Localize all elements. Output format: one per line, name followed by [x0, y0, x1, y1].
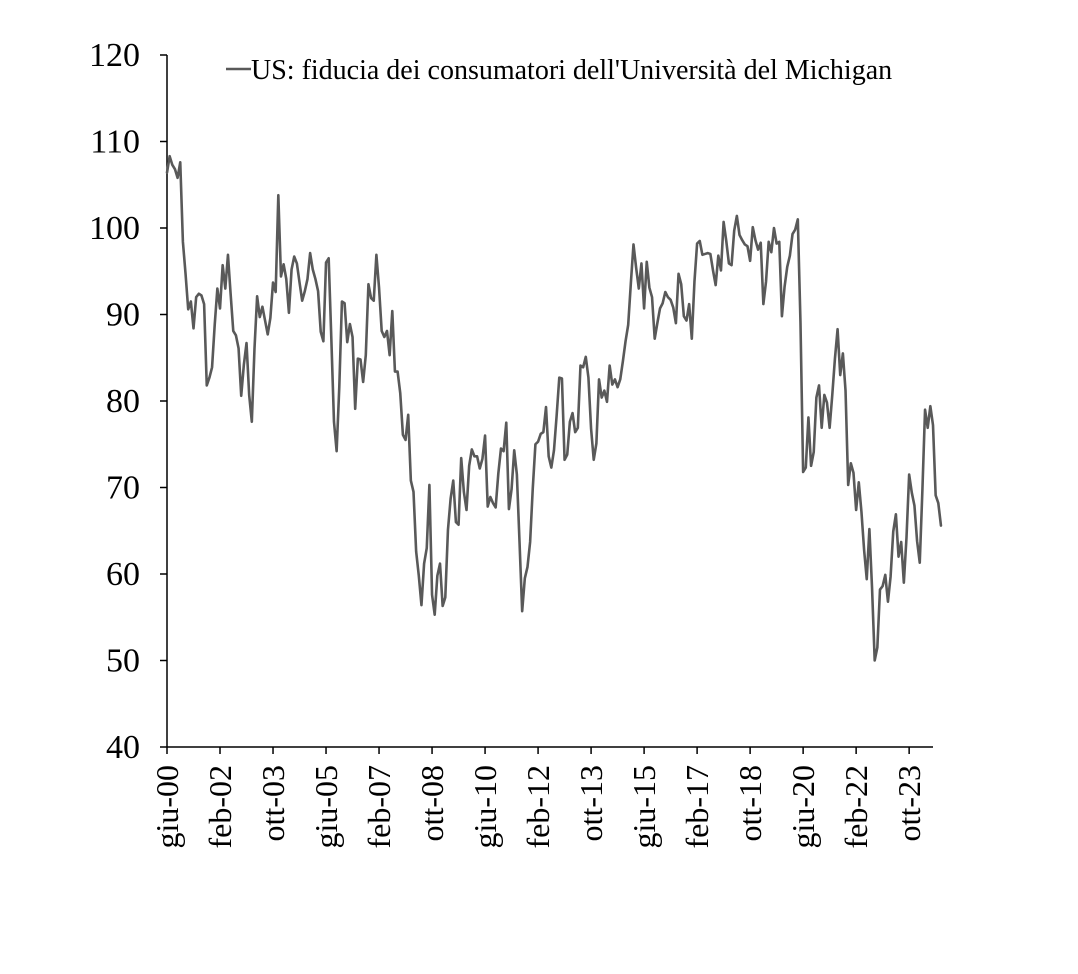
x-tick-label: feb-07	[361, 765, 397, 849]
x-tick-label: ott-13	[573, 765, 609, 841]
x-tick-label: giu-05	[308, 765, 344, 849]
y-tick-label: 100	[89, 210, 140, 247]
legend-label: US: fiducia dei consumatori dell'Univers…	[251, 55, 892, 86]
y-tick-label: 60	[106, 556, 140, 593]
axes	[166, 55, 933, 748]
y-tick-label: 50	[106, 643, 140, 680]
y-tick-label: 90	[106, 297, 140, 334]
y-tick-label: 120	[89, 37, 140, 74]
x-axis-ticks: giu-00 feb-02 ott-03 giu-05 feb-07 ott-08 giu-…	[149, 747, 927, 849]
x-tick-label: giu-20	[785, 765, 821, 849]
legend: US: fiducia dei consumatori dell'Univers…	[226, 55, 892, 86]
x-tick-label: giu-00	[149, 765, 185, 849]
x-tick-label: ott-08	[414, 765, 450, 841]
y-axis-ticks: 40 50 60 70 80 90 100 110 120	[89, 37, 167, 766]
y-tick-label: 70	[106, 470, 140, 507]
x-tick-label: feb-12	[520, 765, 556, 849]
x-tick-label: feb-22	[838, 765, 874, 849]
x-tick-label: feb-02	[202, 765, 238, 849]
series-layer	[165, 154, 943, 662]
x-tick-label: ott-03	[255, 765, 291, 841]
x-tick-label: giu-15	[626, 765, 662, 849]
series-line-0	[165, 154, 943, 662]
y-tick-label: 40	[106, 729, 140, 766]
x-tick-label: ott-23	[891, 765, 927, 841]
x-tick-label: giu-10	[467, 765, 503, 849]
x-tick-label: feb-17	[679, 765, 715, 849]
y-tick-label: 80	[106, 383, 140, 420]
x-tick-label: ott-18	[732, 765, 768, 841]
y-tick-label: 110	[90, 124, 140, 161]
